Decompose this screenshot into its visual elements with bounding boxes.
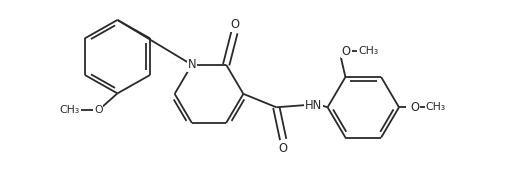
Text: CH₃: CH₃: [60, 105, 80, 115]
Text: O: O: [279, 142, 288, 155]
Text: O: O: [94, 105, 103, 115]
Text: O: O: [410, 101, 419, 114]
Text: N: N: [187, 58, 196, 71]
Text: O: O: [230, 18, 239, 31]
Text: O: O: [342, 45, 351, 58]
Text: HN: HN: [305, 99, 323, 112]
Text: CH₃: CH₃: [426, 102, 446, 112]
Text: CH₃: CH₃: [358, 46, 378, 56]
